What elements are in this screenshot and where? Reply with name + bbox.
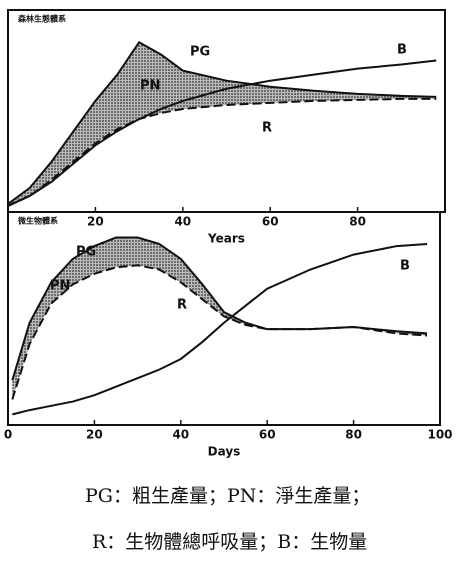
x-tick-label: 40 [174,215,191,229]
series-line [7,97,437,207]
plot-frame [7,211,441,426]
x-tick-label: 60 [259,428,276,442]
series-line [7,41,437,205]
series-label: B [397,43,407,58]
panel-title: 微生物體系 [17,216,58,226]
series-label: PG [76,245,96,260]
shaded-area [8,42,437,206]
area-label: PN [140,79,160,94]
x-tick-label: 0 [4,428,12,442]
x-tick-label: 20 [86,428,103,442]
series-label: R [262,121,272,136]
x-axis-label: Days [208,445,241,459]
caption-line: PG：粗生產量；PN：淨生產量； [85,485,370,507]
x-tick-label: 20 [87,215,104,229]
series-label: B [400,259,410,274]
x-tick-label: 60 [262,215,279,229]
series-line [12,242,428,416]
x-tick-label: 40 [172,428,189,442]
series-line [7,59,437,207]
x-tick-label: 80 [349,215,366,229]
shaded-area [12,237,428,400]
caption-line: R：生物體總呼吸量；B：生物量 [92,531,367,553]
series-label: PG [190,45,210,60]
x-tick-label: 80 [345,428,362,442]
series-label: R [177,298,187,313]
x-tick-label: 100 [427,428,452,442]
x-axis-label: Years [207,232,245,246]
plot-frame [7,9,446,213]
series-line [11,264,428,400]
panel-title: 森林生態體系 [18,14,66,24]
